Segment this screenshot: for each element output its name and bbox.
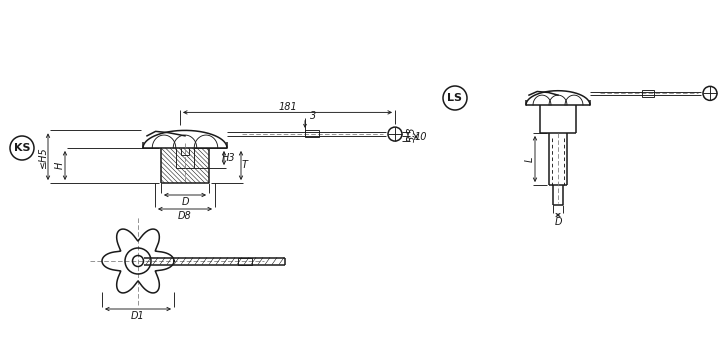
Text: 181: 181 <box>278 103 297 113</box>
Text: D: D <box>554 217 562 227</box>
Text: H: H <box>55 162 65 169</box>
Text: D1: D1 <box>131 311 145 321</box>
Text: D8: D8 <box>178 211 192 221</box>
Text: 10: 10 <box>414 132 427 142</box>
Text: 3: 3 <box>310 111 316 121</box>
Text: H3: H3 <box>222 153 236 163</box>
Text: LS: LS <box>448 93 462 103</box>
Text: KS: KS <box>14 143 31 153</box>
Bar <box>238 258 252 264</box>
Bar <box>642 90 654 97</box>
Text: L: L <box>525 156 535 162</box>
Text: D: D <box>181 197 189 207</box>
Text: 5,3: 5,3 <box>407 126 417 142</box>
Text: T: T <box>242 161 248 170</box>
Bar <box>305 130 319 137</box>
Text: ≤H5: ≤H5 <box>38 146 48 168</box>
